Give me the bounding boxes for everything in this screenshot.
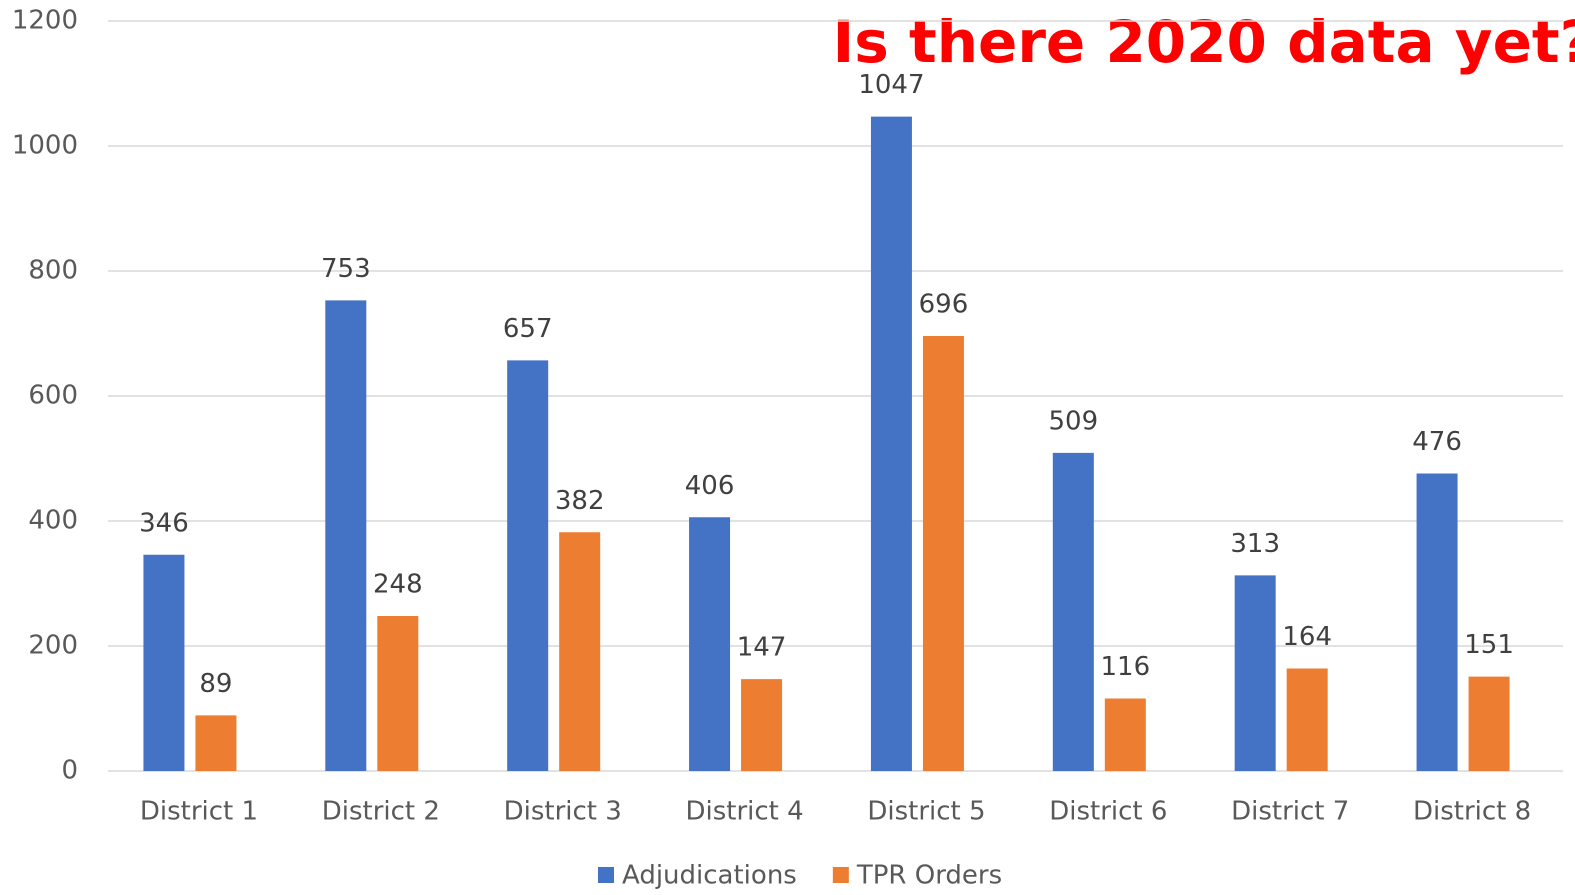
y-tick-label: 1200 <box>12 6 78 36</box>
y-tick-label: 800 <box>28 256 78 286</box>
bar <box>1104 698 1146 771</box>
bar <box>507 360 549 771</box>
bar <box>689 517 731 771</box>
data-label: 151 <box>1464 630 1514 660</box>
bar <box>870 116 912 771</box>
data-label: 476 <box>1412 427 1462 457</box>
bar <box>1234 575 1276 771</box>
x-tick-label: District 6 <box>1049 797 1167 827</box>
annotation: Is there 2020 data yet? <box>833 8 1575 76</box>
bar <box>195 715 237 771</box>
data-label: 657 <box>503 314 553 344</box>
bar <box>143 554 185 771</box>
data-label: 89 <box>199 669 232 699</box>
x-tick-label: District 2 <box>322 797 440 827</box>
y-tick-label: 1000 <box>12 131 78 161</box>
x-tick-label: District 1 <box>140 797 258 827</box>
legend-label: Adjudications <box>622 861 797 891</box>
data-label: 406 <box>685 471 735 501</box>
data-label: 248 <box>373 570 423 600</box>
data-label: 164 <box>1282 622 1332 652</box>
y-tick-label: 200 <box>28 631 78 661</box>
y-tick-label: 600 <box>28 381 78 411</box>
x-tick-label: District 4 <box>685 797 803 827</box>
bar <box>1416 473 1458 771</box>
bar <box>741 679 783 771</box>
data-label: 696 <box>919 290 969 320</box>
data-label: 313 <box>1230 529 1280 559</box>
data-label: 509 <box>1048 406 1098 436</box>
x-tick-label: District 5 <box>867 797 985 827</box>
data-label: 382 <box>555 486 605 516</box>
x-tick-label: District 8 <box>1413 797 1531 827</box>
legend-label: TPR Orders <box>856 861 1002 891</box>
x-tick-label: District 7 <box>1231 797 1349 827</box>
bar <box>1468 676 1510 771</box>
y-tick-label: 400 <box>28 506 78 536</box>
x-tick-label: District 3 <box>504 797 622 827</box>
y-tick-label: 0 <box>61 756 78 786</box>
legend-swatch <box>832 867 849 883</box>
bar <box>1052 452 1094 771</box>
bar <box>922 336 964 771</box>
data-label: 753 <box>321 254 371 284</box>
bar <box>559 532 601 771</box>
legend-swatch <box>598 867 614 883</box>
bar <box>1286 668 1328 771</box>
data-label: 1047 <box>858 70 924 100</box>
data-label: 346 <box>139 508 189 538</box>
bar <box>325 300 367 771</box>
data-label: 116 <box>1100 652 1150 682</box>
data-label: 147 <box>737 633 787 663</box>
bar <box>377 616 419 771</box>
